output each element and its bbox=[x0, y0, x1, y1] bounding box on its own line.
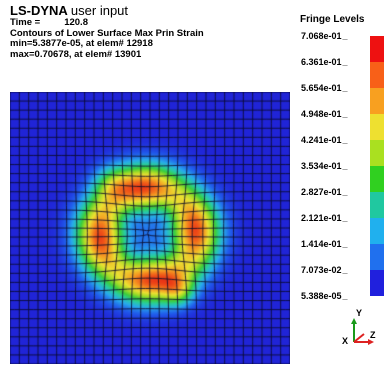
fringe-color-band bbox=[370, 114, 384, 140]
fringe-color-band bbox=[370, 88, 384, 114]
fringe-level-label: 2.827e-01 bbox=[301, 187, 348, 197]
fringe-level-label: 7.068e-01 bbox=[301, 31, 348, 41]
max-readout: max=0.70678, at elem# 13901 bbox=[10, 48, 142, 60]
fringe-level-label: 4.241e-01 bbox=[301, 135, 348, 145]
contour-title: Contours of Lower Surface Max Prin Strai… bbox=[10, 27, 204, 39]
fringe-level-label: 7.073e-02 bbox=[301, 265, 348, 275]
fringe-color-band bbox=[370, 140, 384, 166]
axis-triad: Y X Z bbox=[340, 308, 380, 352]
program-name: LS-DYNA bbox=[10, 3, 68, 18]
fringe-level-label: 1.414e-01 bbox=[301, 239, 348, 249]
fringe-color-band bbox=[370, 36, 384, 62]
fringe-level-label: 6.361e-01 bbox=[301, 57, 348, 67]
triad-z-label: Z bbox=[370, 330, 376, 340]
fringe-level-label: 3.534e-01 bbox=[301, 161, 348, 171]
fringe-level-label: 5.388e-05 bbox=[301, 291, 348, 301]
time-label: Time = bbox=[10, 17, 41, 28]
fringe-color-band bbox=[370, 218, 384, 244]
axis-triad-icon bbox=[351, 318, 374, 345]
plot-header: LS-DYNA user input Time = 120.8 Contours… bbox=[10, 4, 204, 60]
triad-y-label: Y bbox=[356, 308, 363, 318]
fringe-color-band bbox=[370, 192, 384, 218]
fringe-color-band bbox=[370, 270, 384, 296]
time-readout: Time = 120.8 bbox=[10, 17, 204, 29]
fringe-level-label: 4.948e-01 bbox=[301, 109, 348, 119]
fringe-color-bar bbox=[370, 36, 384, 296]
fringe-color-band bbox=[370, 244, 384, 270]
time-value: 120.8 bbox=[64, 17, 88, 28]
program-title: LS-DYNA user input bbox=[10, 4, 204, 18]
fringe-level-label: 5.654e-01 bbox=[301, 83, 348, 93]
fringe-color-band bbox=[370, 62, 384, 88]
program-subtitle: user input bbox=[70, 3, 129, 18]
fringe-levels-title: Fringe Levels bbox=[300, 14, 365, 25]
min-readout: min=5.3877e-05, at elem# 12918 bbox=[10, 38, 153, 49]
strain-contour-plot bbox=[10, 92, 290, 364]
fringe-color-band bbox=[370, 166, 384, 192]
triad-x-label: X bbox=[342, 336, 349, 346]
fringe-level-label: 2.121e-01 bbox=[301, 213, 348, 223]
